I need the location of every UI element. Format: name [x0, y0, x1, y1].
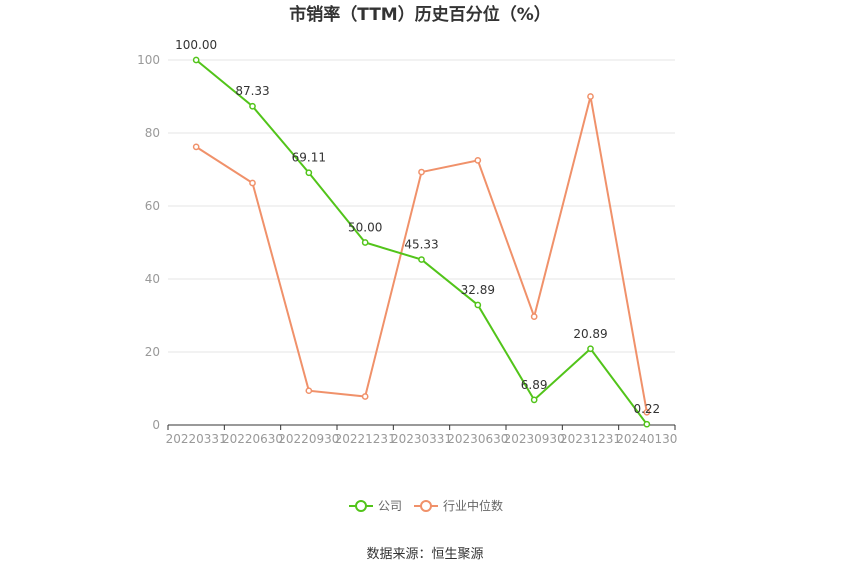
legend-label: 行业中位数: [443, 498, 503, 513]
data-point: [643, 408, 651, 416]
y-tick-label: 0: [152, 418, 160, 432]
data-label: 0.22: [633, 402, 660, 416]
source-note: 数据来源：恒生聚源: [366, 547, 483, 562]
y-tick-label: 60: [145, 199, 160, 213]
y-tick-label: 20: [145, 345, 160, 359]
data-point: [192, 56, 200, 64]
data-point: [643, 420, 651, 428]
x-tick-label: 20231231: [560, 432, 621, 446]
data-point: [587, 345, 594, 353]
data-label: 45.33: [404, 238, 438, 252]
grid: [168, 59, 675, 353]
x-tick-label: 20230331: [391, 432, 452, 446]
legend-item-industry-median: 行业中位数: [414, 498, 503, 513]
x-tick-label: 20220331: [166, 432, 227, 446]
data-point: [361, 239, 369, 246]
data-point: [249, 102, 256, 110]
data-point: [530, 396, 538, 404]
data-point: [587, 93, 594, 100]
data-point: [361, 393, 369, 400]
y-tick-label: 40: [145, 272, 160, 286]
data-point: [305, 387, 313, 395]
series-group: 100.00 87.33 69.11 50.00 45.33 32.89 6.89 20.89…: [175, 38, 660, 428]
data-label: 32.89: [461, 283, 495, 297]
legend-marker: [420, 500, 432, 512]
x-tick-label: 20240130: [616, 432, 677, 446]
data-point: [418, 256, 425, 263]
data-label: 69.11: [292, 151, 326, 165]
x-tick-label: 20220930: [278, 432, 339, 446]
chart-title: 市销率（TTM）历史百分位（%）: [289, 4, 551, 25]
data-label: 6.89: [521, 378, 548, 392]
legend: 公司 行业中位数: [349, 498, 503, 513]
data-label: 50.00: [348, 221, 382, 235]
data-point: [530, 313, 538, 320]
data-label: 100.00: [175, 38, 217, 52]
x-tick-label: 20230930: [504, 432, 565, 446]
y-tick-label: 80: [145, 126, 160, 140]
series-company: [192, 56, 651, 428]
data-point: [474, 301, 482, 309]
data-label: 20.89: [573, 327, 607, 341]
y-axis: 0 20 40 60 80 100: [137, 53, 160, 432]
y-tick-label: 100: [137, 53, 160, 67]
data-point: [305, 169, 313, 177]
x-tick-label: 20221231: [335, 432, 396, 446]
data-point: [249, 179, 256, 187]
x-axis: 2022033120220630202209302022123120230331…: [166, 424, 677, 446]
data-label: 87.33: [235, 84, 269, 98]
data-point: [192, 143, 200, 151]
legend-label: 公司: [378, 499, 402, 513]
legend-marker: [355, 500, 367, 512]
data-point: [418, 168, 425, 176]
data-point: [474, 157, 482, 164]
series-industry-median: [192, 93, 651, 416]
x-tick-label: 20230630: [447, 432, 508, 446]
legend-item-company: 公司: [349, 499, 402, 513]
series-line: [195, 96, 648, 413]
x-tick-label: 20220630: [222, 432, 283, 446]
